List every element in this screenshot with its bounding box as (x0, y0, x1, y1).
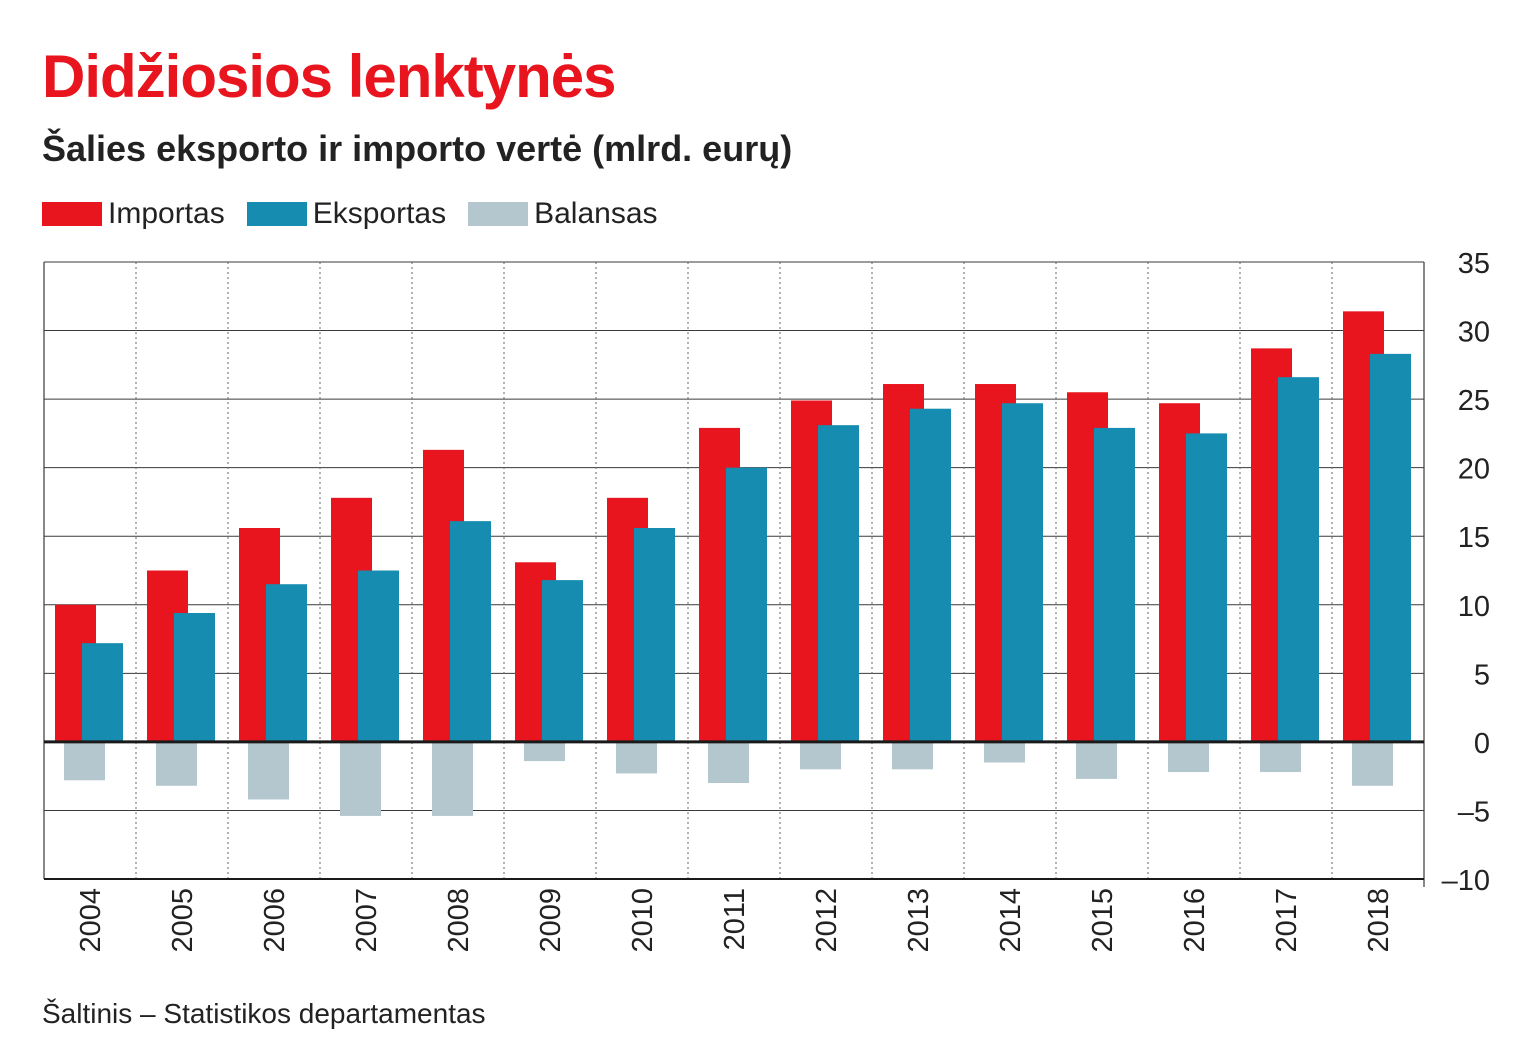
legend-swatch-balansas (468, 202, 529, 226)
bar-eksportas-2007 (358, 570, 399, 742)
y-tick-label-5: 10 (1458, 591, 1490, 623)
legend-item-importas: Importas (42, 197, 225, 231)
x-tick-label-2009: 2009 (535, 888, 567, 953)
bar-balansas-2005 (156, 741, 197, 786)
x-tick-label-2017: 2017 (1271, 888, 1303, 953)
x-tick-label-2011: 2011 (719, 888, 751, 950)
legend-label-balansas: Balansas (534, 197, 658, 230)
source-note: Šaltinis – Statistikos departamentas (42, 998, 486, 1029)
bar-eksportas-2016 (1186, 433, 1227, 742)
y-tick-label-2: 25 (1458, 385, 1490, 417)
y-tick-label-9: –10 (1442, 865, 1490, 897)
x-tick-label-2013: 2013 (903, 888, 935, 953)
bar-balansas-2016 (1168, 741, 1209, 773)
bar-balansas-2006 (248, 741, 289, 800)
y-tick-label-8: –5 (1458, 796, 1490, 828)
bar-eksportas-2017 (1278, 377, 1319, 742)
y-tick-label-1: 30 (1458, 317, 1490, 349)
bar-balansas-2014 (984, 741, 1025, 763)
bar-eksportas-2014 (1002, 403, 1043, 742)
bar-balansas-2007 (340, 741, 381, 816)
x-tick-label-2014: 2014 (995, 888, 1027, 953)
y-tick-label-4: 15 (1458, 522, 1490, 554)
x-tick-label-2004: 2004 (75, 888, 107, 953)
bar-eksportas-2005 (174, 613, 215, 742)
legend-item-eksportas: Eksportas (246, 197, 447, 231)
y-tick-label-0: 35 (1458, 248, 1490, 280)
bar-eksportas-2008 (450, 521, 491, 742)
bar-eksportas-2004 (82, 643, 123, 742)
bar-eksportas-2013 (910, 408, 951, 742)
bar-eksportas-2011 (726, 467, 767, 742)
y-tick-label-7: 0 (1474, 728, 1490, 760)
bar-balansas-2017 (1260, 741, 1301, 773)
bar-eksportas-2010 (634, 527, 675, 742)
bar-balansas-2011 (708, 741, 749, 784)
x-tick-label-2010: 2010 (627, 888, 659, 953)
legend-item-balansas: Balansas (468, 197, 658, 231)
bar-balansas-2018 (1352, 741, 1393, 786)
bar-balansas-2008 (432, 741, 473, 816)
bar-balansas-2010 (616, 741, 657, 774)
x-tick-label-2018: 2018 (1363, 888, 1395, 953)
y-tick-label-6: 5 (1474, 659, 1490, 691)
bar-balansas-2015 (1076, 741, 1117, 779)
x-tick-label-2015: 2015 (1087, 888, 1119, 953)
bar-balansas-2009 (524, 741, 565, 762)
legend-swatch-eksportas (246, 202, 307, 226)
bar-eksportas-2009 (542, 580, 583, 742)
chart-subtitle: Šalies eksporto ir importo vertė (mlrd. … (42, 128, 793, 169)
bar-balansas-2012 (800, 741, 841, 770)
x-tick-label-2016: 2016 (1179, 888, 1211, 953)
legend: Importas Eksportas Balansas (42, 194, 680, 234)
bar-eksportas-2012 (818, 425, 859, 742)
bar-balansas-2013 (892, 741, 933, 770)
legend-label-eksportas: Eksportas (312, 197, 447, 230)
x-tick-label-2007: 2007 (351, 888, 383, 953)
x-tick-label-2012: 2012 (811, 888, 843, 953)
bar-eksportas-2006 (266, 584, 307, 742)
bar-eksportas-2018 (1370, 353, 1411, 742)
chart-title: Didžiosios lenktynės (42, 43, 616, 110)
bar-eksportas-2015 (1094, 427, 1135, 742)
x-tick-label-2006: 2006 (259, 888, 291, 953)
x-tick-label-2005: 2005 (167, 888, 199, 953)
bar-balansas-2004 (64, 741, 105, 781)
x-tick-label-2008: 2008 (443, 888, 475, 953)
legend-label-importas: Importas (108, 197, 225, 230)
legend-swatch-importas (42, 202, 102, 226)
y-tick-label-3: 20 (1458, 454, 1490, 486)
